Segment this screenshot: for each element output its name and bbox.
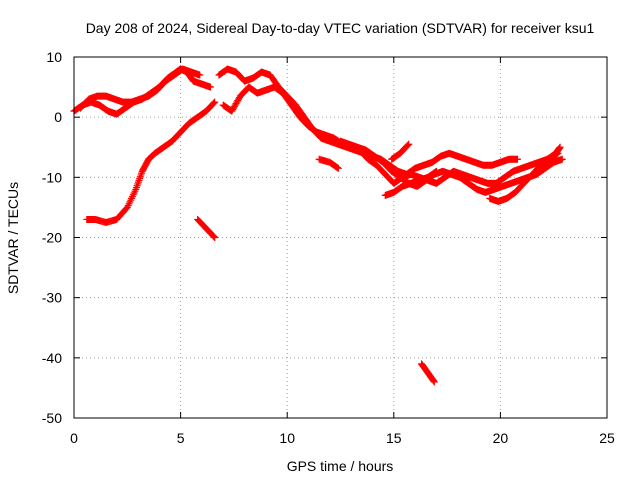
x-tick-label: 20 (493, 430, 509, 446)
y-tick-label: -40 (42, 350, 62, 366)
y-axis-label: SDTVAR / TECUs (5, 182, 21, 294)
data-point (554, 149, 562, 157)
data-point (430, 377, 438, 385)
data-point (558, 155, 566, 163)
y-tick-label: 0 (54, 109, 62, 125)
data-point (206, 83, 214, 91)
data-point (334, 164, 342, 172)
x-axis-label: GPS time / hours (287, 458, 394, 474)
data-point (431, 169, 439, 177)
data-point (229, 104, 237, 112)
data-point (231, 101, 239, 109)
y-tick-label: -10 (42, 169, 62, 185)
data-point (211, 234, 219, 241)
series-arc-11 (486, 149, 562, 205)
data-point (235, 95, 243, 103)
x-tick-label: 10 (279, 430, 295, 446)
data-point (234, 97, 242, 105)
data-point (230, 103, 238, 111)
plot-frame (73, 56, 608, 419)
data-point (552, 150, 560, 158)
x-tick-label: 25 (599, 430, 615, 446)
series-arc-3 (83, 98, 219, 226)
data-point (430, 378, 438, 386)
x-tick-label: 5 (177, 430, 185, 446)
data-point (334, 164, 342, 172)
x-tick-label: 15 (386, 430, 402, 446)
data-point (210, 99, 218, 107)
data-point (211, 98, 219, 106)
data-point (513, 155, 521, 163)
data-point (432, 168, 440, 176)
data-point (210, 233, 218, 241)
data-point (233, 98, 241, 106)
series-arc-12 (418, 360, 438, 386)
data-point (404, 141, 412, 149)
series-arc-10 (388, 140, 413, 163)
x-tick-labels: 0 5 10 15 20 25 (70, 430, 615, 446)
data-point (405, 140, 413, 148)
x-tick-label: 0 (70, 430, 78, 446)
series-arc-7 (315, 155, 342, 172)
data-point (432, 167, 440, 175)
y-tick-label: -30 (42, 290, 62, 306)
series-arc-4 (194, 215, 219, 241)
data-points (70, 65, 566, 386)
y-tick-label: -50 (42, 410, 62, 426)
data-point (196, 71, 204, 79)
series-arc-9 (381, 167, 440, 199)
data-point (232, 100, 240, 108)
data-point (556, 143, 564, 151)
y-tick-label: -20 (42, 230, 62, 246)
chart-title: Day 208 of 2024, Sidereal Day-to-day VTE… (86, 20, 595, 36)
data-point (333, 163, 341, 171)
series-arc-2 (76, 65, 204, 112)
data-point (229, 106, 237, 114)
y-tick-label: 10 (46, 49, 62, 65)
y-tick-labels: -50 -40 -30 -20 -10 0 10 (42, 49, 62, 426)
data-point (228, 107, 236, 115)
data-point (553, 150, 561, 158)
